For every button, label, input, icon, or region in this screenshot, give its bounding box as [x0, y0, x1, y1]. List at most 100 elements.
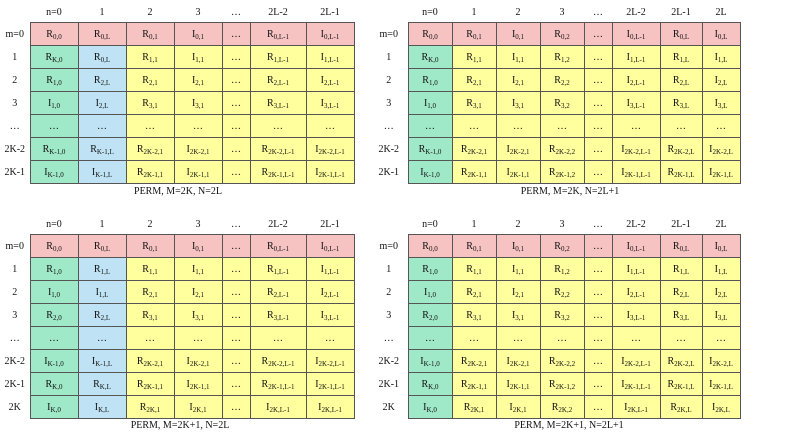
cell-index: 1,0: [428, 78, 438, 87]
matrix-cell: IK-1,0: [407, 349, 453, 373]
cell-symbol: I: [47, 286, 52, 298]
column-header: 2L-1: [320, 6, 340, 18]
table-row: m=0 R0,0 R0,1 I0,1 R0,2… I0,L-1 R0,L I0,L: [370, 234, 741, 258]
matrix-cell: R0,1: [125, 22, 175, 46]
matrix-cell: I1,0: [407, 280, 453, 304]
cell-index: 0,L: [679, 244, 690, 253]
matrix-cell: I0,L-1: [611, 234, 661, 258]
row-label: 1: [386, 51, 392, 63]
matrix-cell: I2K-1,L: [701, 160, 741, 184]
cell-index: 1,0: [51, 290, 61, 299]
cell-index: 0,L-1: [323, 32, 340, 41]
cell-symbol: I: [320, 28, 324, 40]
cell-symbol: …: [593, 355, 603, 367]
cell-symbol: I: [423, 97, 428, 109]
table-row: 1 RK,0 R0,L R1,1 I1,1… R1,L-1 I1,L-1: [0, 45, 355, 69]
matrix-cell: I3,L: [701, 91, 741, 115]
cell-symbol: R: [460, 143, 468, 155]
cell-symbol: R: [142, 97, 149, 109]
matrix-cell: …: [221, 280, 251, 304]
cell-index: 2K-2,L-1: [624, 359, 651, 368]
table-row: m=0 R0,0 R0,L R0,1 I0,1… R0,L-1 I0,L-1: [0, 234, 355, 258]
matrix-cell: R2K-1,2: [539, 372, 585, 396]
cell-index: 0,2: [560, 244, 570, 253]
cell-symbol: …: [513, 120, 523, 132]
cell-index: 3,1: [472, 101, 482, 110]
matrix-cell: I0,1: [173, 22, 223, 46]
matrix-cell: R2K-2,1: [125, 349, 175, 373]
cell-symbol: R: [466, 309, 473, 321]
cell-symbol: I: [506, 378, 510, 390]
matrix-cell: …: [701, 114, 741, 138]
cell-index: 3,L-1: [629, 313, 646, 322]
matrix-cell: R2K-2,L: [659, 349, 703, 373]
caption: PERM, M=2K, N=2L: [134, 186, 222, 197]
matrix-cell: …: [583, 234, 613, 258]
cell-index: 2K-2,1: [189, 147, 210, 156]
matrix-cell: I1,L: [701, 45, 741, 69]
row-label: 1: [12, 51, 18, 63]
cell-symbol: R: [266, 309, 274, 321]
cell-index: 3,L-1: [273, 313, 290, 322]
table-row: 1 R1,0 R1,L R1,1 I1,1… R1,L-1 I1,L-1: [0, 257, 355, 281]
cell-symbol: I: [191, 28, 196, 40]
cell-symbol: I: [186, 166, 190, 178]
cell-symbol: …: [193, 332, 203, 344]
column-header: 2L-2: [626, 6, 646, 18]
cell-index: 2,L-1: [273, 78, 290, 87]
cell-index: 2K-1,1: [509, 170, 530, 179]
cell-symbol: R: [667, 166, 675, 178]
cell-symbol: …: [273, 332, 283, 344]
matrix-cell: …: [539, 326, 585, 350]
row-label: …: [383, 120, 394, 132]
matrix-cell: I2,L-1: [305, 280, 355, 304]
matrix-cell: …: [583, 45, 613, 69]
cell-symbol: I: [714, 286, 718, 298]
cell-index: 3,1: [148, 101, 158, 110]
matrix-cell: …: [583, 303, 613, 327]
cell-symbol: R: [261, 378, 269, 390]
cell-index: 3,L: [679, 101, 690, 110]
table-row: 3 I1,0 I2,L R3,1 I3,1… R3,L-1 I3,L-1: [0, 91, 355, 115]
cell-index: 0,0: [428, 32, 438, 41]
cell-index: 2,1: [515, 78, 525, 87]
matrix-cell: R2K-1,L: [659, 372, 703, 396]
cell-index: 2K-2,2: [555, 147, 576, 156]
cell-symbol: R: [418, 143, 426, 155]
matrix-cell: I2,L-1: [611, 68, 661, 92]
cell-index: 2K-1,L: [712, 382, 733, 391]
cell-index: 0,0: [52, 32, 62, 41]
column-header: …: [231, 218, 241, 230]
row-label: 2K-2: [4, 355, 26, 367]
perm-table: n=0 1 2 3… 2L-2 2L-1 m=0 R0,0 R0,L R0,1 I0,1… R0,L-…: [0, 2, 355, 184]
matrix-cell: …: [583, 22, 613, 46]
cell-index: 2,L: [717, 78, 728, 87]
corner-cell: [370, 214, 408, 235]
matrix-cell: R2,L-1: [249, 68, 307, 92]
matrix-cell: R0,1: [451, 22, 497, 46]
matrix-cell: R2K-1,1: [125, 372, 175, 396]
cell-symbol: …: [97, 332, 107, 344]
row-label: 1: [12, 263, 18, 275]
column-header: n=0: [46, 218, 62, 230]
matrix-cell: …: [173, 326, 223, 350]
row-label: 2K-2: [378, 355, 400, 367]
matrix-cell: I2K-2,1: [495, 349, 541, 373]
table-row: 2K-1 IK-1,0 IK-1,L R2K-1,1 I2K-1,1… R2K-1,L-1…: [0, 160, 355, 184]
matrix-cell: I1,0: [407, 91, 453, 115]
matrix-cell: I2K-2,L-1: [611, 349, 661, 373]
cell-symbol: I: [714, 51, 718, 63]
cell-symbol: I: [191, 97, 196, 109]
matrix-cell: …: [221, 349, 251, 373]
perm-panel-3: n=0 1 2 3… 2L-2 2L-1 2L m=0 R0,0 R0,1 I0,1 R0,2… I0,…: [370, 214, 741, 419]
column-header: …: [593, 218, 603, 230]
matrix-cell: R2K-2,1: [451, 137, 497, 161]
cell-symbol: I: [714, 97, 718, 109]
cell-index: K,0: [426, 405, 437, 414]
matrix-cell: R1,0: [407, 257, 453, 281]
matrix-cell: I2,L: [701, 280, 741, 304]
cell-index: K-1,0: [47, 170, 64, 179]
cell-symbol: R: [672, 240, 680, 252]
column-header: 3: [559, 218, 565, 230]
cell-symbol: …: [231, 97, 241, 109]
